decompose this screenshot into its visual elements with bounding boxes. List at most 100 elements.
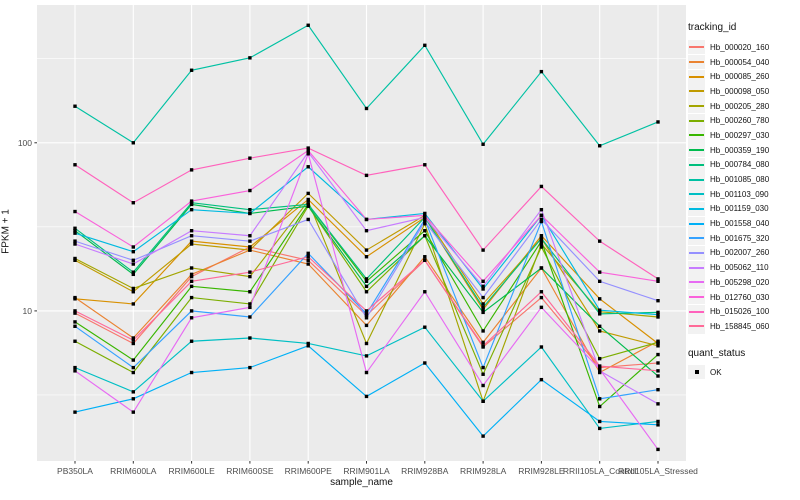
data-point xyxy=(598,367,602,371)
data-point xyxy=(481,302,485,306)
legend-line-swatch xyxy=(689,134,704,137)
data-point xyxy=(189,339,194,343)
data-point xyxy=(364,217,369,222)
x-tick-label: RRIM928LA xyxy=(460,466,507,476)
data-point xyxy=(73,231,77,235)
legend-line-swatch xyxy=(689,119,704,122)
legend-line-swatch xyxy=(689,281,704,284)
data-point xyxy=(131,338,135,342)
data-point xyxy=(189,228,194,233)
data-point xyxy=(73,209,77,214)
legend-label: Hb_000205_280 xyxy=(710,101,770,111)
legend-item: Hb_000054_040 xyxy=(688,54,800,70)
data-point xyxy=(73,242,77,246)
legend-item: Hb_005298_020 xyxy=(688,275,800,290)
legend-item: Hb_000297_030 xyxy=(688,128,800,143)
data-point xyxy=(364,228,369,233)
legend-label: Hb_012760_030 xyxy=(710,292,770,302)
data-point xyxy=(306,202,310,207)
legend-key xyxy=(688,245,705,261)
legend-line-swatch xyxy=(689,207,704,210)
data-point xyxy=(423,222,427,226)
legend-label: Hb_001103_090 xyxy=(710,189,769,199)
data-point xyxy=(248,248,252,252)
data-point xyxy=(481,383,485,388)
legend-key xyxy=(688,40,705,55)
data-point xyxy=(539,236,544,241)
quant-status-legend-item: OK xyxy=(688,365,800,380)
data-point xyxy=(364,341,369,346)
data-point xyxy=(598,426,602,431)
data-point xyxy=(306,341,310,346)
data-point xyxy=(656,312,660,317)
data-point xyxy=(656,344,660,348)
data-point xyxy=(656,402,660,406)
x-tick-label: PB350LA xyxy=(57,466,93,476)
data-point xyxy=(189,295,194,300)
legend-key xyxy=(688,289,705,305)
data-point xyxy=(131,272,135,277)
data-point xyxy=(539,219,544,224)
data-point xyxy=(248,239,252,243)
legend-label: Hb_001675_320 xyxy=(710,233,770,243)
data-point xyxy=(423,228,427,233)
data-point xyxy=(598,297,602,301)
data-point xyxy=(189,284,194,289)
data-point xyxy=(423,213,427,218)
legend-line-swatch xyxy=(689,296,704,299)
data-point xyxy=(73,226,77,230)
data-point xyxy=(539,295,544,300)
legend-line-swatch xyxy=(689,149,704,152)
legend-item: Hb_000085_260 xyxy=(688,69,800,84)
legend-item: Hb_005062_110 xyxy=(688,260,800,275)
y-tick-label: 100 xyxy=(18,138,32,148)
data-point xyxy=(423,325,427,329)
data-point xyxy=(131,286,135,291)
legend-item: Hb_000205_280 xyxy=(688,99,800,114)
data-point xyxy=(189,272,194,277)
data-point xyxy=(73,163,77,167)
quant-status-legend-title: quant_status xyxy=(688,347,746,359)
data-point xyxy=(248,274,252,279)
data-point xyxy=(364,309,369,313)
data-point xyxy=(73,297,77,301)
data-point xyxy=(539,242,544,246)
legend-label: Hb_000297_030 xyxy=(710,130,770,140)
legend-line-swatch xyxy=(689,46,704,49)
data-point xyxy=(656,277,660,281)
data-point xyxy=(539,239,544,243)
data-point xyxy=(481,307,485,312)
data-point xyxy=(481,279,485,283)
data-point xyxy=(539,305,544,310)
data-point xyxy=(481,372,485,376)
data-point xyxy=(364,316,369,320)
data-point xyxy=(306,251,310,256)
data-point xyxy=(131,290,135,294)
legend-key xyxy=(688,187,705,202)
legend-label: Hb_000020_160 xyxy=(710,42,770,52)
legend-label: Hb_000260_780 xyxy=(710,116,770,126)
data-point xyxy=(481,142,485,146)
data-point xyxy=(248,211,252,216)
data-point xyxy=(481,329,485,333)
legend-item: Hb_000784_080 xyxy=(688,157,800,173)
data-point xyxy=(364,284,369,289)
data-point xyxy=(423,258,427,262)
legend-line-swatch xyxy=(689,325,704,328)
data-point xyxy=(481,399,485,403)
legend-key xyxy=(688,172,705,187)
data-point xyxy=(598,404,602,409)
data-point xyxy=(131,341,135,346)
data-point xyxy=(481,287,485,291)
data-point xyxy=(364,323,369,328)
legend-item: Hb_000359_190 xyxy=(688,143,800,158)
data-point xyxy=(656,120,660,124)
data-point xyxy=(73,339,77,343)
legend-label: Hb_005062_110 xyxy=(710,263,769,273)
legend-key xyxy=(688,84,705,99)
data-point xyxy=(248,188,252,193)
legend-label: Hb_000098_050 xyxy=(710,86,770,96)
legend-key xyxy=(688,260,705,275)
data-point xyxy=(656,279,660,283)
